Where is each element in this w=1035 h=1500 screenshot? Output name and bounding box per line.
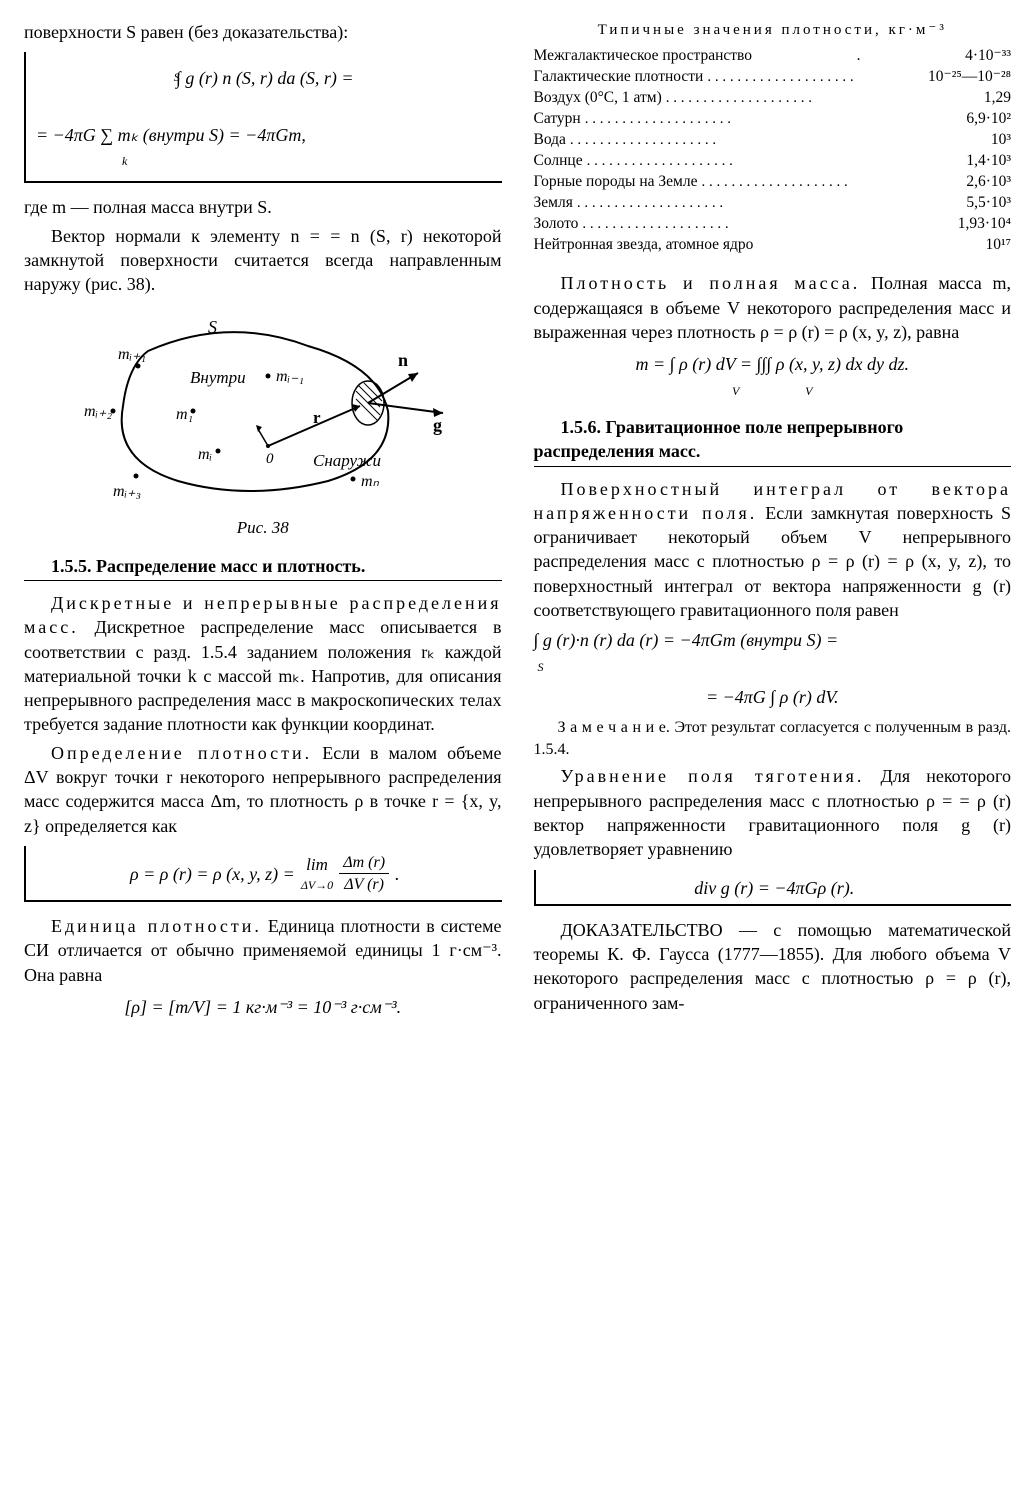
table-row: Галактические плотности10⁻²⁵—10⁻²⁸ <box>534 67 1012 88</box>
figure-38: S Внутри Снаружи n g r 0 mᵢ₊₁ mᵢ₊₂ mᵢ₊₃ … <box>24 311 502 540</box>
svg-text:mᵢ₊₂: mᵢ₊₂ <box>84 403 113 420</box>
table-row: Вода10³ <box>534 130 1012 151</box>
svg-text:0: 0 <box>266 451 274 467</box>
table-row: Воздух (0°C, 1 атм)1,29 <box>534 88 1012 109</box>
eq-sub: k <box>122 154 127 168</box>
run-in: Плотность и полная масса. <box>561 273 861 293</box>
svg-text:mᵢ₊₃: mᵢ₊₃ <box>113 483 141 500</box>
table-row: Межгалактическое пространство . 4·10⁻³³ <box>534 46 1012 67</box>
frac-den: ΔV (r) <box>339 874 389 896</box>
svg-text:mᵢ: mᵢ <box>198 446 212 463</box>
svg-text:g: g <box>433 415 442 435</box>
lim-sub: ΔV→0 <box>301 877 333 893</box>
table-title: Типичные значения плотности, кг·м⁻³ <box>534 20 1012 40</box>
left-column: поверхности S равен (без доказательства)… <box>24 20 502 1027</box>
para: Поверхностный интеграл от вектора напряж… <box>534 477 1012 623</box>
equation: ∫ g (r)·n (r) da (r) = −4πGm (внутри S) … <box>534 628 1012 677</box>
table-row: Нейтронная звезда, атомное ядро 10¹⁷ <box>534 235 1012 256</box>
run-in: Уравнение поля тяготения. <box>561 766 865 786</box>
table-row: Горные породы на Земле2,6·10³ <box>534 172 1012 193</box>
eq-lhs: ρ = ρ (r) = ρ (x, y, z) = <box>130 862 295 886</box>
lim: lim <box>301 854 333 877</box>
eq-text: = −4πG ∑ mₖ (внутри S) = −4πGm, <box>36 125 306 145</box>
para-body: Дискретное распределение масс описываетс… <box>24 617 502 734</box>
svg-text:mₙ: mₙ <box>361 473 380 490</box>
svg-text:m₁: m₁ <box>176 406 193 423</box>
figure-caption: Рис. 38 <box>24 517 502 540</box>
para: Единица плотности. Единица плотности в с… <box>24 914 502 987</box>
para: Плотность и полная масса. Полная масса m… <box>534 271 1012 344</box>
eq-text: ∫ g (r) n (S, r) da (S, r) = <box>176 68 354 88</box>
equation: = −4πG ∫ ρ (r) dV. <box>534 685 1012 709</box>
table-row: Солнце1,4·10³ <box>534 151 1012 172</box>
svg-text:n: n <box>398 350 408 370</box>
run-in: Определение плотности. <box>51 743 312 763</box>
right-column: Типичные значения плотности, кг·м⁻³ Межг… <box>534 20 1012 1027</box>
eq-sub: S <box>174 70 180 84</box>
para: Определение плотности. Если в малом объе… <box>24 741 502 838</box>
svg-text:mᵢ₊₁: mᵢ₊₁ <box>118 346 146 363</box>
svg-text:Снаружи: Снаружи <box>313 451 381 470</box>
svg-text:S: S <box>208 317 217 337</box>
run-in: Единица плотности. <box>51 916 262 936</box>
equation: m = ∫ ρ (r) dV = ∫∫∫ ρ (x, y, z) dx dy d… <box>534 352 1012 401</box>
frac-num: Δm (r) <box>339 852 389 875</box>
boxed-equation-1: ∫ g (r) n (S, r) da (S, r) = S = −4πG ∑ … <box>24 52 502 183</box>
svg-text:Внутри: Внутри <box>190 368 246 387</box>
table-row: Земля5,5·10³ <box>534 193 1012 214</box>
equation: [ρ] = [m/V] = 1 кг·м⁻³ = 10⁻³ г·см⁻³. <box>24 995 502 1019</box>
para: Вектор нормали к элементу n = = n (S, r)… <box>24 224 502 297</box>
note: З а м е ч а н и е. Этот результат соглас… <box>534 717 1012 760</box>
para: Дискретные и непрерывные распределения м… <box>24 591 502 737</box>
para: где m — полная масса внутри S. <box>24 195 502 219</box>
figure-svg: S Внутри Снаружи n g r 0 mᵢ₊₁ mᵢ₊₂ mᵢ₊₃ … <box>78 311 448 511</box>
para: поверхности S равен (без доказательства)… <box>24 20 502 44</box>
table-row: Золото1,93·10⁴ <box>534 214 1012 235</box>
boxed-equation-3: div g (r) = −4πGρ (r). <box>534 870 1012 906</box>
section-155: 1.5.5. Распределение масс и плотность. <box>24 554 502 581</box>
table-row: Сатурн6,9·10² <box>534 109 1012 130</box>
svg-text:mᵢ₋₁: mᵢ₋₁ <box>276 368 304 385</box>
section-156: 1.5.6. Гравитационное поле непрерывного … <box>534 415 1012 467</box>
para: Уравнение поля тяготения. Для некоторого… <box>534 764 1012 861</box>
density-table: Межгалактическое пространство . 4·10⁻³³ … <box>534 46 1012 255</box>
para: ДОКАЗАТЕЛЬСТВО — с помощью математическо… <box>534 918 1012 1015</box>
svg-text:r: r <box>313 408 321 427</box>
boxed-equation-2: ρ = ρ (r) = ρ (x, y, z) = lim ΔV→0 Δm (r… <box>24 846 502 902</box>
eq-text: div g (r) = −4πGρ (r). <box>694 878 854 898</box>
